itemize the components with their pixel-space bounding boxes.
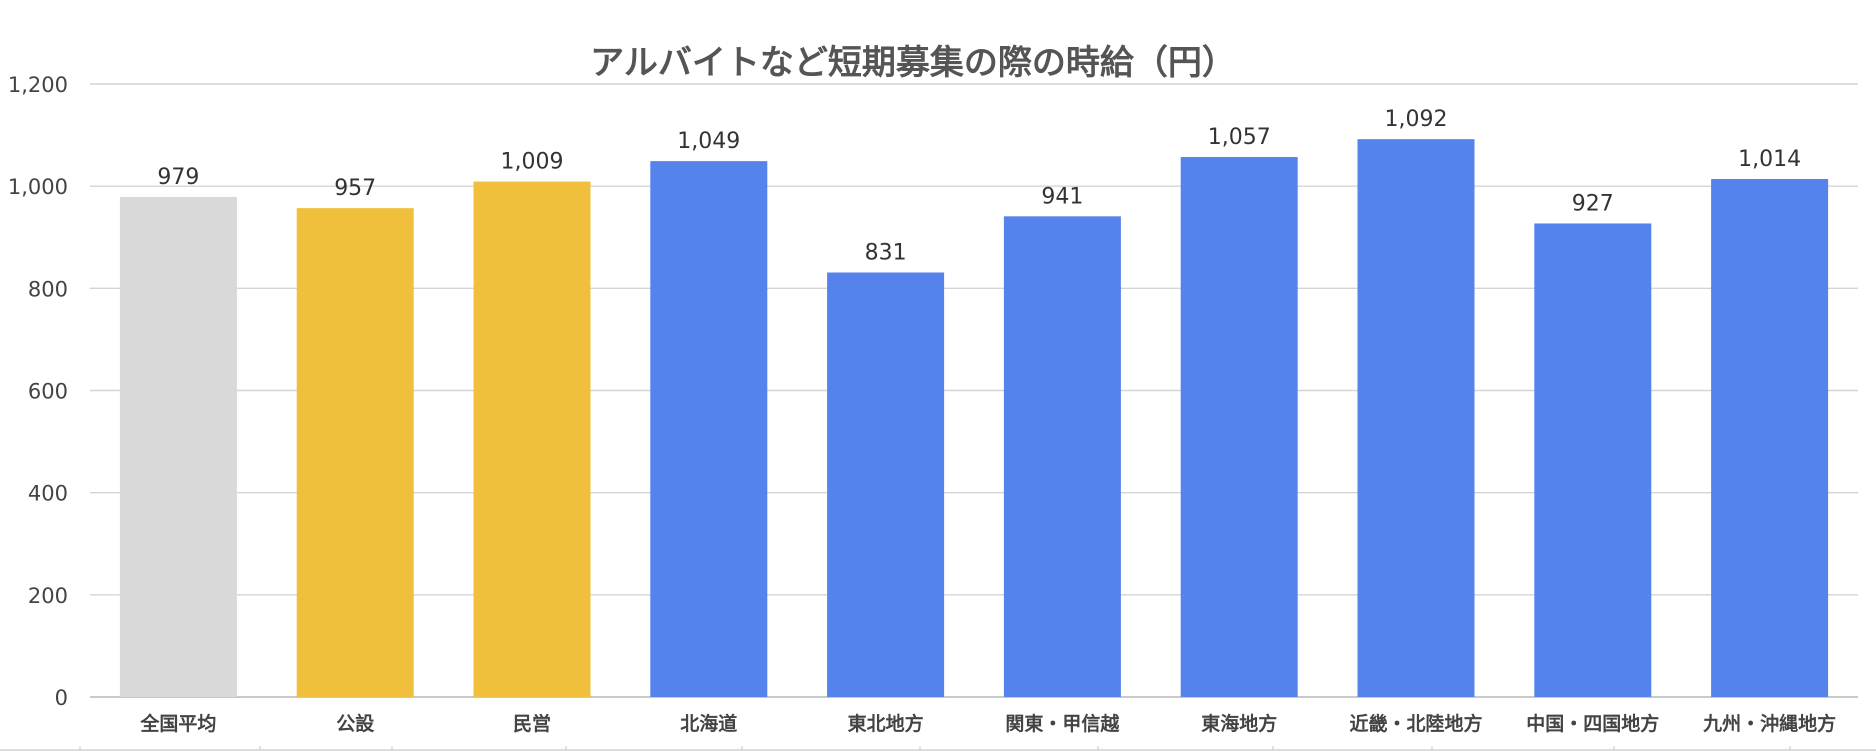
bar [296, 208, 414, 697]
data-label: 1,014 [1738, 147, 1801, 172]
bar [650, 161, 768, 697]
data-label: 1,049 [677, 129, 740, 154]
x-tick-label: 民営 [513, 712, 551, 735]
y-tick-label: 1,200 [8, 73, 68, 97]
data-label: 941 [1041, 184, 1083, 209]
chart-title: アルバイトなど短期募集の際の時給（円） [590, 43, 1236, 83]
x-tick-label: 中国・四国地方 [1526, 712, 1659, 735]
x-tick-label: 九州・沖縄地方 [1702, 712, 1836, 735]
x-tick-label: 公設 [336, 712, 375, 735]
data-label: 1,057 [1208, 125, 1271, 150]
x-tick-label: 東海地方 [1201, 712, 1277, 735]
data-label: 979 [157, 165, 199, 190]
x-tick-label: 近畿・北陸地方 [1349, 712, 1482, 735]
bar [1357, 139, 1475, 698]
y-tick-label: 400 [28, 482, 68, 506]
y-tick-label: 1,000 [8, 175, 68, 199]
bar [1003, 216, 1121, 697]
x-tick-label: 東北地方 [848, 712, 924, 735]
bar [1711, 179, 1829, 697]
bar [473, 181, 591, 698]
bar [119, 196, 237, 697]
data-label: 1,009 [501, 150, 564, 175]
y-tick-label: 800 [28, 277, 68, 301]
bar [827, 272, 945, 697]
data-label: 927 [1572, 191, 1614, 216]
x-tick-label: 北海道 [680, 712, 737, 735]
y-tick-label: 0 [55, 686, 68, 710]
bars [119, 139, 1829, 698]
data-label: 831 [865, 240, 907, 265]
data-labels: 979 957 1,009 1,049 831 941 1,057 1,092 927 1,014 [157, 107, 1801, 265]
y-tick-label: 600 [28, 380, 68, 404]
bar [1534, 223, 1652, 697]
x-tick-label: 全国平均 [139, 712, 216, 735]
y-tick-label: 200 [28, 584, 68, 608]
x-tick-label: 関東・甲信越 [1005, 712, 1120, 735]
x-axis-ticks: 全国平均 公設 民営 北海道 東北地方 関東・甲信越 東海地方 近畿・北陸地方 中国・四国地方 九… [139, 712, 1836, 735]
y-axis-ticks: 0 200 400 600 800 1,000 1,200 [8, 73, 68, 710]
bar [1180, 157, 1298, 697]
data-label: 957 [334, 176, 376, 201]
data-label: 1,092 [1385, 107, 1448, 132]
